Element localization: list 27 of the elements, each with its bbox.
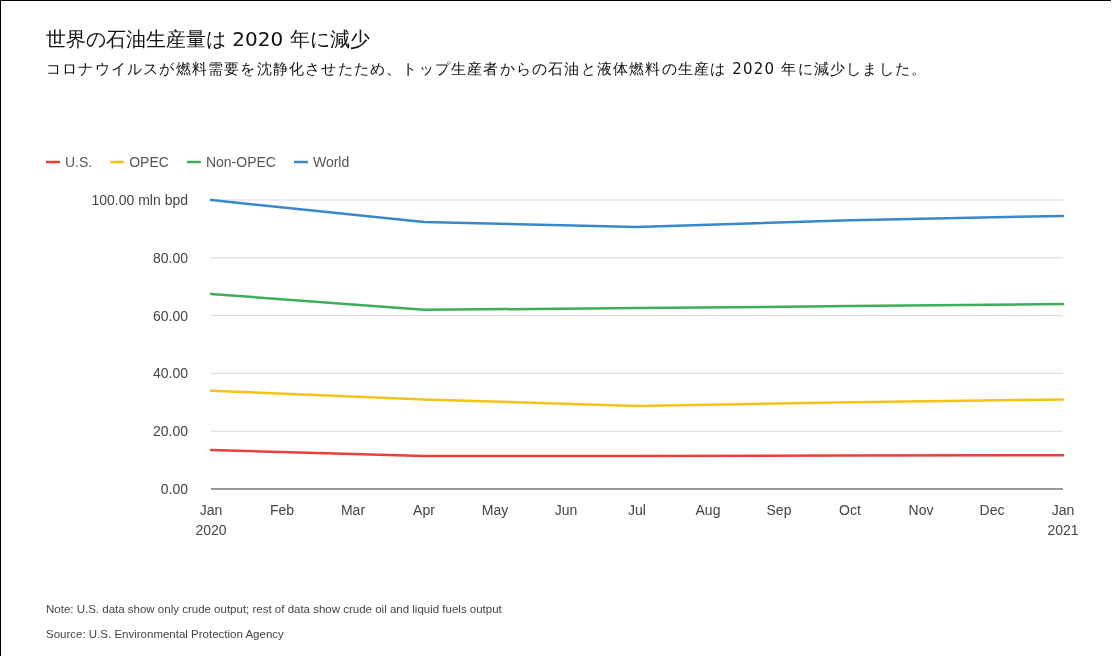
legend-label: Non-OPEC: [205, 154, 276, 170]
legend-label: OPEC: [129, 154, 169, 170]
title: 世界の石油生産量は 2020 年に減少: [46, 26, 370, 53]
x-tick-label: Jul: [628, 502, 646, 518]
x-tick-label: Nov: [908, 502, 934, 518]
x-tick-label: May: [481, 502, 509, 518]
x-tick-label: Aug: [695, 502, 721, 518]
subtitle: コロナウイルスが燃料需要を沈静化させたため、トップ生産者からの石油と液体燃料の生産は 2020 年に減少しました。: [46, 59, 929, 80]
y-tick-label: 100.00 mln bpd: [91, 192, 188, 208]
x-tick-label: Dec: [979, 502, 1005, 518]
x-tick-label: Feb: [269, 502, 295, 518]
y-tick-label: 40.00: [152, 365, 189, 382]
x-tick-label: Apr: [413, 502, 436, 518]
y-tick-label: 0.00: [160, 481, 189, 497]
legend-label: World: [312, 154, 350, 170]
x-tick-label: Jun: [554, 502, 578, 518]
x-tick-label: Sep: [766, 502, 792, 518]
y-tick-label: 60.00: [152, 307, 189, 324]
y-tick-label: 20.00: [152, 423, 189, 440]
y-tick-label: 80.00: [152, 249, 189, 266]
x-tick-label: Oct: [839, 502, 861, 518]
annotation: Note: U.S. data show only crude output; rest of data show crude oil and liquid fuels output: [46, 602, 502, 617]
legend-label: U.S.: [65, 154, 93, 170]
x-tick-label: Jan 2020: [195, 502, 227, 538]
annotation: Source: U.S. Environmental Protection Agency: [46, 627, 285, 642]
x-tick-label: Jan 2021: [1047, 502, 1079, 538]
x-tick-label: Mar: [340, 502, 366, 518]
